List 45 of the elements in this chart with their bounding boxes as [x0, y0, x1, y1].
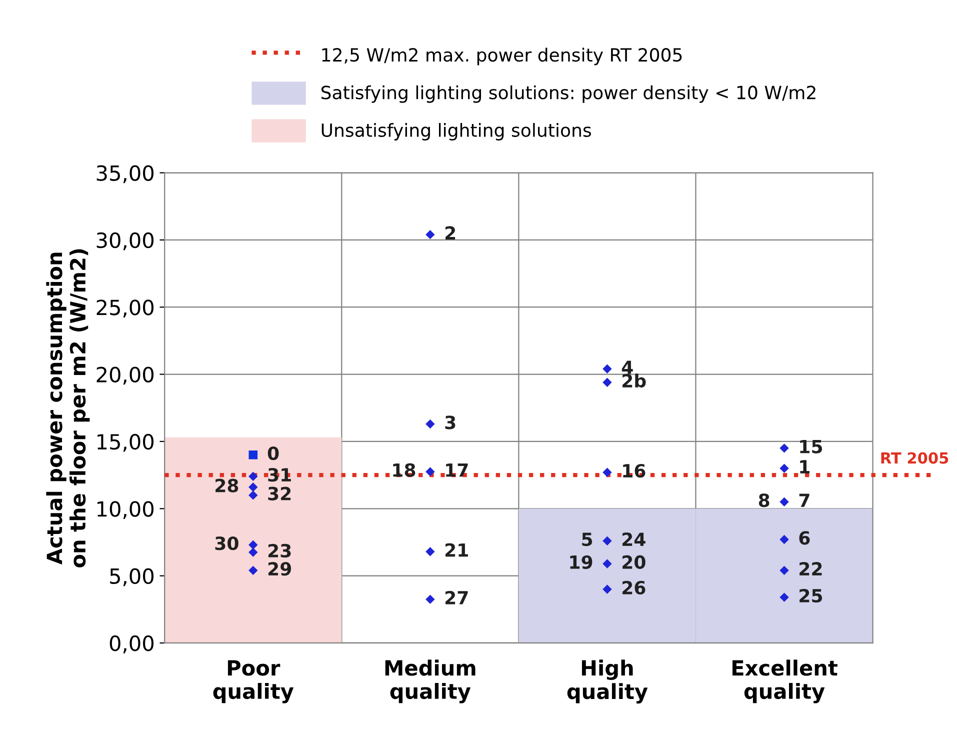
- y-tick-label: 20,00: [96, 366, 154, 385]
- annotation: 18: [393, 463, 416, 477]
- annotation: 3: [445, 416, 456, 430]
- annotation: 31: [268, 468, 291, 482]
- x-tick-label: Medium quality: [385, 660, 476, 704]
- annotation: 30: [215, 536, 238, 550]
- x-tick-label: Excellent quality: [732, 660, 838, 704]
- annotation: 26: [622, 580, 646, 594]
- y-tick-label: 15,00: [98, 434, 154, 452]
- annotation: 25: [800, 588, 822, 603]
- y-tick-label: 30,00: [96, 232, 154, 250]
- annotation: 32: [268, 486, 291, 500]
- annotation: 17: [446, 464, 468, 477]
- annotation: 28: [216, 478, 238, 492]
- legend-label: Unsatisfying lighting solutions: [322, 123, 592, 140]
- y-tick-label: 35,00: [96, 165, 154, 184]
- annotation: 27: [445, 590, 468, 604]
- y-tick-label: 5,00: [110, 568, 154, 586]
- y-axis-title: Actual power consumption on the floor per m2 (W/m2): [46, 249, 90, 568]
- annotation: 2b: [622, 374, 646, 388]
- annotation: 0: [268, 446, 279, 460]
- y-tick-label: 25,00: [96, 300, 154, 318]
- annotation: 20: [622, 555, 646, 569]
- x-tick-label: High quality: [567, 660, 648, 704]
- annotation: 29: [268, 562, 291, 576]
- legend-label: Satisfying lighting solutions: power density < 10 W/m2: [321, 85, 816, 103]
- annotation: 21: [445, 543, 468, 557]
- y-tick-label: 10,00: [98, 501, 154, 519]
- annotation: 23: [268, 544, 291, 558]
- annotation: 22: [800, 562, 822, 576]
- annotation: 4: [622, 360, 633, 374]
- annotation: 7: [799, 494, 810, 507]
- legend-label: 12,5 W/m2 max. power density RT 2005: [322, 48, 682, 66]
- annotation: 6: [799, 531, 810, 545]
- y-tick-label: 0,00: [110, 635, 154, 654]
- annotation: 1: [800, 460, 810, 474]
- annotation: 8: [758, 494, 770, 508]
- annotation: 5: [582, 532, 592, 546]
- annotation: 24: [622, 532, 646, 546]
- annotation: 15: [800, 440, 822, 454]
- annotation: 19: [570, 555, 592, 569]
- annotation: 16: [623, 464, 646, 478]
- annotation: 2: [445, 226, 456, 240]
- annotation: RT 2005: [881, 452, 948, 464]
- x-tick-label: Poor quality: [213, 660, 294, 704]
